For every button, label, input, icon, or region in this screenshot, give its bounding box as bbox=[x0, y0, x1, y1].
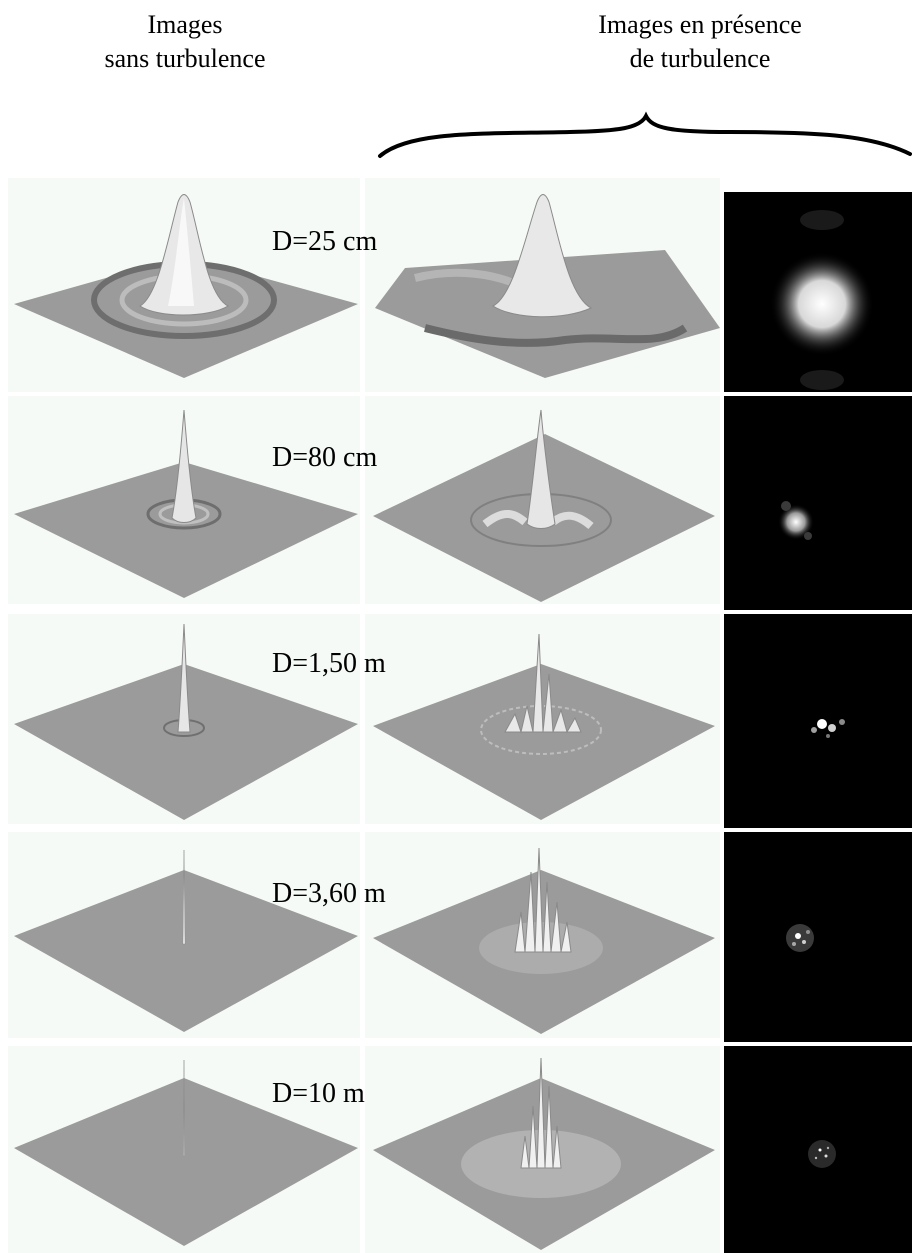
turbulent-3d-plot bbox=[365, 832, 720, 1038]
turbulent-3d-plot bbox=[365, 396, 720, 604]
speckle-image bbox=[724, 832, 912, 1042]
header-without-turbulence: Images sans turbulence bbox=[60, 8, 310, 76]
curly-brace bbox=[378, 111, 912, 158]
airy-3d-plot bbox=[8, 396, 360, 604]
airy-3d-plot bbox=[8, 178, 360, 392]
row-d-360m: D=3,60 m bbox=[0, 832, 912, 1042]
speckle-image bbox=[724, 1046, 912, 1253]
turbulent-3d-plot bbox=[365, 614, 720, 824]
turbulent-3d-plot bbox=[365, 178, 720, 392]
header-right-line-1: Images en présence bbox=[598, 10, 802, 39]
row-d-25cm: D=25 cm bbox=[0, 178, 912, 392]
header-left-line-2: sans turbulence bbox=[104, 44, 266, 73]
diameter-label: D=1,50 m bbox=[272, 648, 386, 679]
diameter-label: D=3,60 m bbox=[272, 878, 386, 909]
header-with-turbulence: Images en présence de turbulence bbox=[520, 8, 880, 76]
header-right-line-2: de turbulence bbox=[629, 44, 771, 73]
diameter-label: D=80 cm bbox=[272, 442, 378, 473]
airy-3d-plot bbox=[8, 1046, 360, 1253]
row-d-150m: D=1,50 m bbox=[0, 614, 912, 828]
row-d-10m: D=10 m bbox=[0, 1046, 912, 1253]
header-left-line-1: Images bbox=[147, 10, 223, 39]
speckle-image bbox=[724, 614, 912, 828]
speckle-image bbox=[724, 192, 912, 392]
speckle-image bbox=[724, 396, 912, 610]
airy-3d-plot bbox=[8, 832, 360, 1038]
diameter-label: D=25 cm bbox=[272, 226, 378, 257]
turbulent-3d-plot bbox=[365, 1046, 720, 1253]
airy-3d-plot bbox=[8, 614, 360, 824]
row-d-80cm: D=80 cm bbox=[0, 396, 912, 610]
diameter-label: D=10 m bbox=[272, 1078, 365, 1109]
